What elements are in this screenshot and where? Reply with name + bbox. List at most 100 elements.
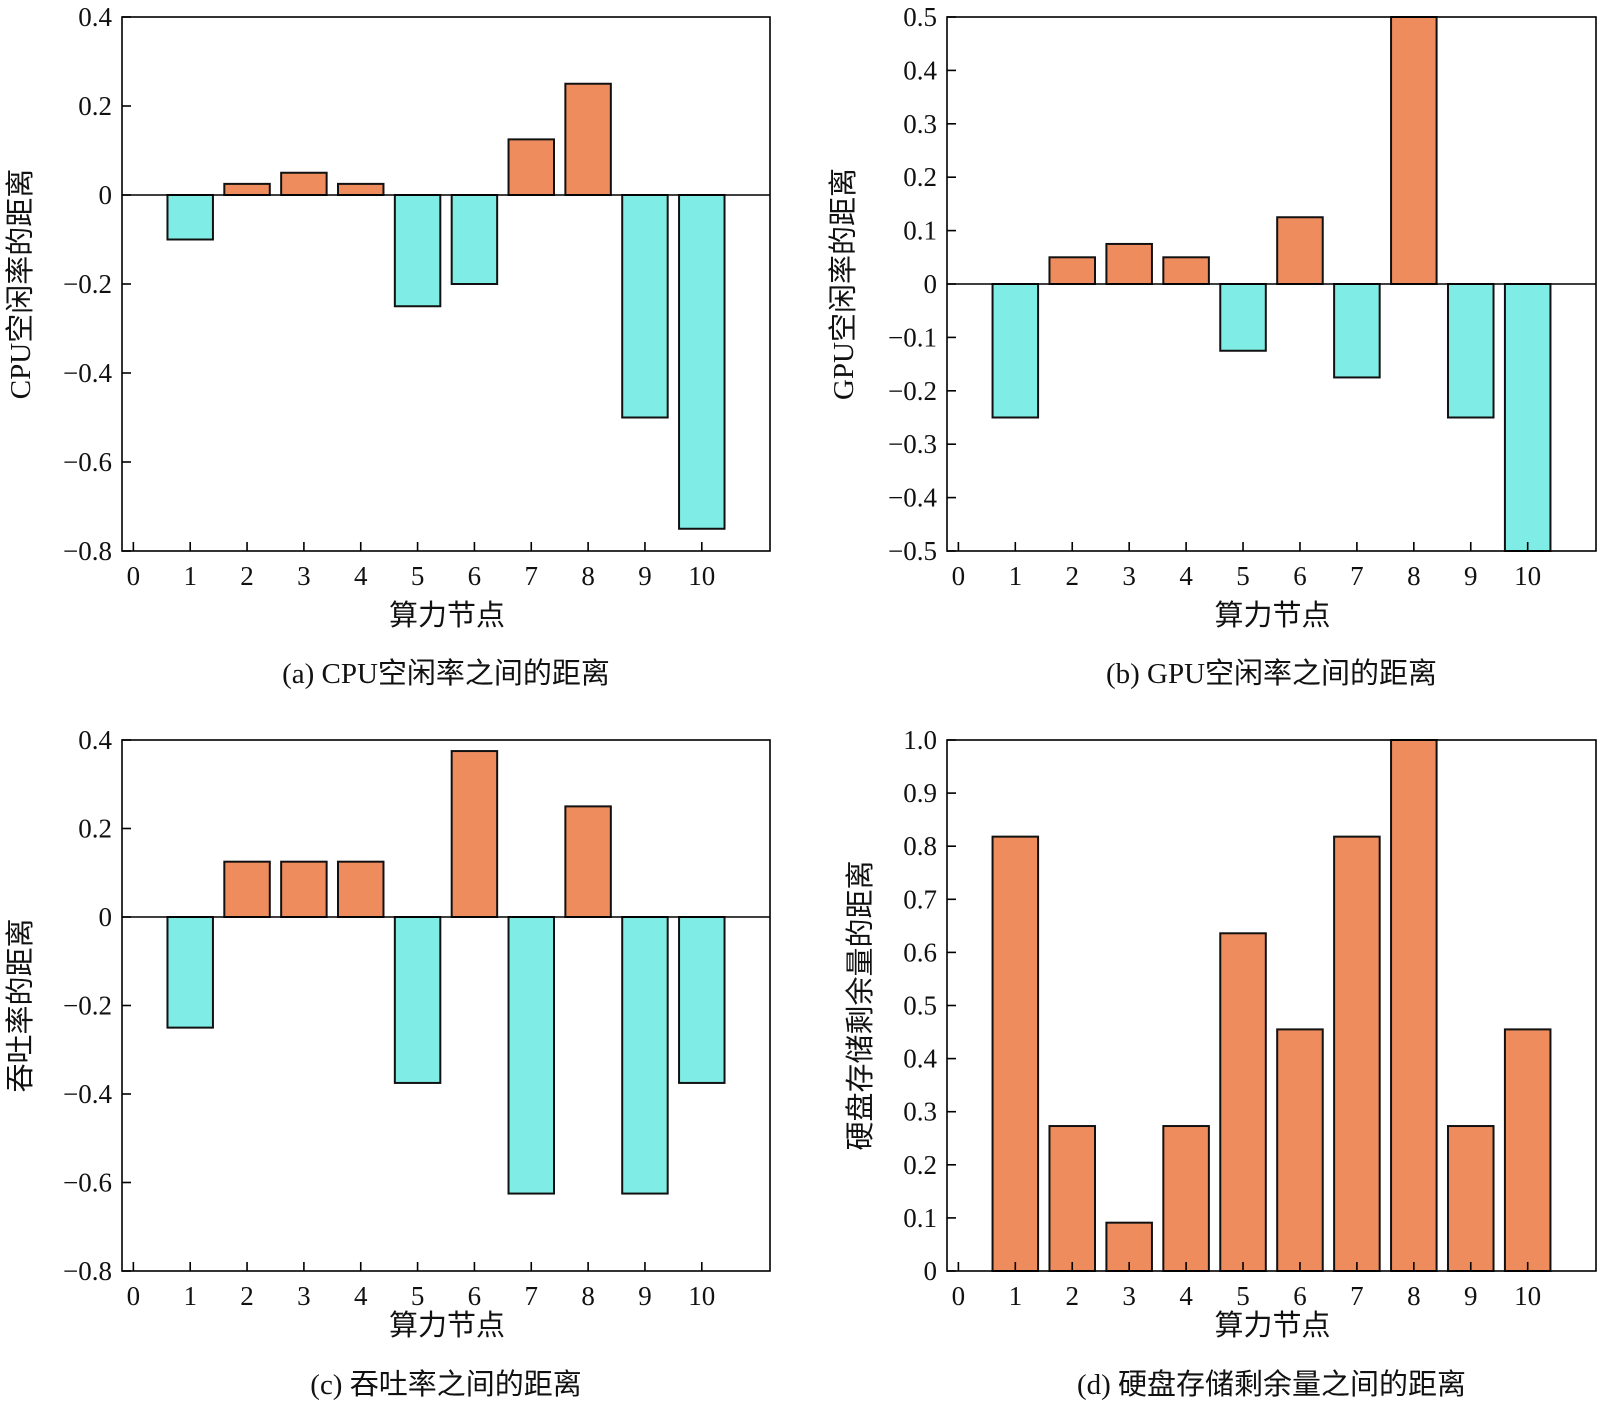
y-tick-label: 0.4: [78, 2, 112, 32]
x-tick-label: 0: [127, 561, 141, 591]
bar-node-4: [337, 860, 385, 918]
x-axis-label: 算力节点: [1214, 599, 1330, 632]
x-axis-label: 算力节点: [389, 599, 505, 632]
bar-node-5: [1219, 932, 1267, 1272]
y-tick-label: −0.4: [888, 483, 937, 513]
y-tick-label: −0.2: [888, 376, 937, 406]
bar-node-4: [337, 182, 385, 196]
y-tick-label: −0.6: [63, 1168, 112, 1198]
x-tick-label: 1: [1009, 1281, 1023, 1311]
bar-node-1: [166, 916, 214, 1029]
bar-node-2: [223, 860, 271, 918]
x-tick-label: 0: [127, 1281, 141, 1311]
y-tick-label: 0.5: [903, 2, 937, 32]
chart-panel-4: 1.0 0.9 0.8 0.7 0.6 0.5 0.4 0.3 0.2 0.1 00 1 2 3 4 5 6 7 8…: [844, 725, 1597, 1401]
x-tick-label: 9: [1464, 1281, 1478, 1311]
y-tick-label: 0.7: [903, 884, 937, 914]
x-tick-label: 0: [952, 561, 966, 591]
y-tick-label: 0.4: [78, 725, 112, 755]
bar-node-2: [1048, 256, 1097, 285]
bar-node-10: [678, 194, 726, 530]
bar-node-1: [991, 283, 1040, 419]
y-tick-label: −0.8: [63, 1256, 112, 1286]
y-tick-label: −0.8: [63, 536, 112, 566]
x-tick-label: 8: [1407, 561, 1421, 591]
y-axis-label: 硬盘存储剩余量的距离: [844, 860, 877, 1150]
bar-node-10: [678, 916, 726, 1084]
x-tick-label: 3: [297, 1281, 311, 1311]
x-tick-label: 3: [297, 561, 311, 591]
x-tick-label: 4: [1179, 561, 1193, 591]
panel-caption: (a) CPU空闲率之间的距离: [282, 657, 610, 690]
y-tick-label: 0.6: [903, 937, 937, 967]
bar-node-9: [621, 916, 669, 1195]
plot-frame: [121, 16, 771, 552]
x-tick-label: 10: [1514, 1281, 1541, 1311]
bar-node-3: [1105, 242, 1153, 285]
x-tick-label: 10: [1514, 561, 1541, 591]
bar-node-8: [1390, 739, 1438, 1272]
y-tick-label: −0.2: [63, 269, 112, 299]
x-tick-label: 6: [468, 561, 482, 591]
x-axis-label: 算力节点: [389, 1309, 505, 1342]
y-tick-label: −0.1: [888, 322, 937, 352]
x-tick-label: 8: [1407, 1281, 1421, 1311]
bar-node-10: [1503, 1028, 1552, 1273]
y-tick-label: 0.2: [78, 814, 112, 844]
bar-node-6: [450, 750, 499, 918]
x-tick-label: 10: [688, 1281, 715, 1311]
bar-node-7: [507, 916, 555, 1195]
bar-node-2: [223, 182, 271, 196]
y-tick-label: 0.3: [903, 1097, 937, 1127]
x-tick-label: 9: [638, 561, 652, 591]
y-tick-label: 0.2: [903, 162, 937, 192]
bar-node-5: [393, 194, 442, 308]
x-tick-label: 3: [1122, 561, 1136, 591]
x-tick-label: 7: [1350, 561, 1364, 591]
bar-node-9: [1446, 283, 1495, 419]
y-tick-label: −0.4: [63, 1079, 112, 1109]
x-tick-label: 7: [525, 1281, 539, 1311]
bar-node-7: [1333, 283, 1381, 379]
x-tick-label: 8: [581, 561, 595, 591]
bar-node-4: [1162, 1125, 1210, 1272]
bar-node-10: [1503, 283, 1552, 552]
x-tick-label: 1: [1009, 561, 1023, 591]
y-tick-label: 0.1: [903, 1203, 937, 1233]
bar-node-5: [393, 916, 442, 1084]
x-tick-label: 9: [1464, 561, 1478, 591]
y-tick-label: 0.2: [903, 1150, 937, 1180]
x-tick-label: 4: [1179, 1281, 1193, 1311]
x-tick-label: 4: [354, 561, 368, 591]
bar-node-6: [1276, 1028, 1324, 1273]
x-tick-label: 1: [183, 561, 197, 591]
x-tick-label: 7: [525, 561, 539, 591]
x-tick-label: 6: [1293, 561, 1307, 591]
x-tick-label: 5: [1236, 561, 1250, 591]
y-tick-label: −0.4: [63, 358, 112, 388]
x-tick-label: 1: [183, 1281, 197, 1311]
y-tick-label: 0.3: [903, 109, 937, 139]
y-tick-label: −0.2: [63, 991, 112, 1021]
bar-node-1: [166, 194, 214, 241]
y-tick-label: 0: [99, 180, 113, 210]
x-tick-label: 6: [468, 1281, 482, 1311]
y-axis-label: CPU空闲率的距离: [4, 169, 37, 399]
x-tick-label: 2: [1065, 1281, 1079, 1311]
x-tick-label: 5: [411, 561, 425, 591]
bar-node-6: [1276, 216, 1324, 285]
chart-panel-1: 0.4 0.2 0 −0.2 −0.4 −0.6 −0.8 0 1 2 3 4 5 6 7 8 9 10 算力节点 C…: [4, 2, 771, 690]
y-tick-label: −0.5: [888, 536, 937, 566]
x-tick-label: 9: [638, 1281, 652, 1311]
x-tick-label: 6: [1293, 1281, 1307, 1311]
bar-node-8: [564, 805, 612, 918]
panel-caption: (b) GPU空闲率之间的距离: [1106, 657, 1437, 690]
bar-node-4: [1162, 256, 1210, 285]
y-tick-label: −0.3: [888, 429, 937, 459]
y-tick-label: 0.1: [903, 216, 937, 246]
y-tick-label: 0.4: [903, 1044, 937, 1074]
x-tick-label: 7: [1350, 1281, 1364, 1311]
x-tick-label: 0: [952, 1281, 966, 1311]
x-tick-label: 2: [1065, 561, 1079, 591]
